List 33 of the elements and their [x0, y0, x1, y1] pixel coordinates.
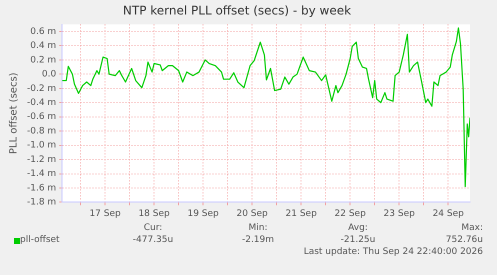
- y-tick-label: -0.2 m: [26, 84, 56, 94]
- text: 752.76u: [446, 235, 483, 245]
- text: -2.19m: [240, 235, 276, 245]
- y-axis-title: PLL offset (secs): [8, 72, 20, 154]
- y-tick-label: -1.4 m: [26, 169, 56, 180]
- text: Last update: Thu Sep 24 22:40:00 2026: [304, 247, 483, 257]
- y-tick-label: 0.4 m: [30, 41, 56, 52]
- x-tick-label: 17 Sep: [89, 208, 122, 219]
- y-tick-label: 0.2 m: [30, 55, 56, 66]
- y-tick-label: -1.8 m: [26, 198, 56, 208]
- x-tick-label: 24 Sep: [432, 208, 464, 219]
- x-tick-label: 21 Sep: [286, 208, 318, 219]
- legend-label: pll-offset: [20, 235, 60, 245]
- y-tick-label: -0.8 m: [26, 126, 56, 136]
- x-tick-label: 19 Sep: [187, 208, 220, 219]
- y-tick-label: 0.0: [42, 70, 56, 80]
- text: Cur:: [142, 223, 164, 233]
- chart-title: NTP kernel PLL offset (secs) - by week: [122, 3, 352, 18]
- text: Min:: [247, 223, 268, 233]
- x-tick-label: 18 Sep: [138, 208, 170, 219]
- x-tick-label: 23 Sep: [384, 208, 416, 219]
- y-tick-label: -1.2 m: [26, 154, 56, 165]
- y-tick-label: -1.0 m: [26, 140, 56, 151]
- text: -21.25u: [340, 235, 376, 245]
- y-tick-label: -0.4 m: [26, 98, 56, 108]
- text: Max:: [461, 223, 483, 233]
- x-tick-label: 22 Sep: [334, 208, 366, 219]
- text: Avg:: [347, 223, 369, 233]
- y-tick-label: 0.6 m: [30, 26, 56, 37]
- x-tick-label: 20 Sep: [236, 208, 268, 219]
- y-tick-label: -0.6 m: [26, 112, 56, 122]
- y-tick-label: -1.6 m: [26, 183, 56, 194]
- text: -477.35u: [132, 235, 174, 245]
